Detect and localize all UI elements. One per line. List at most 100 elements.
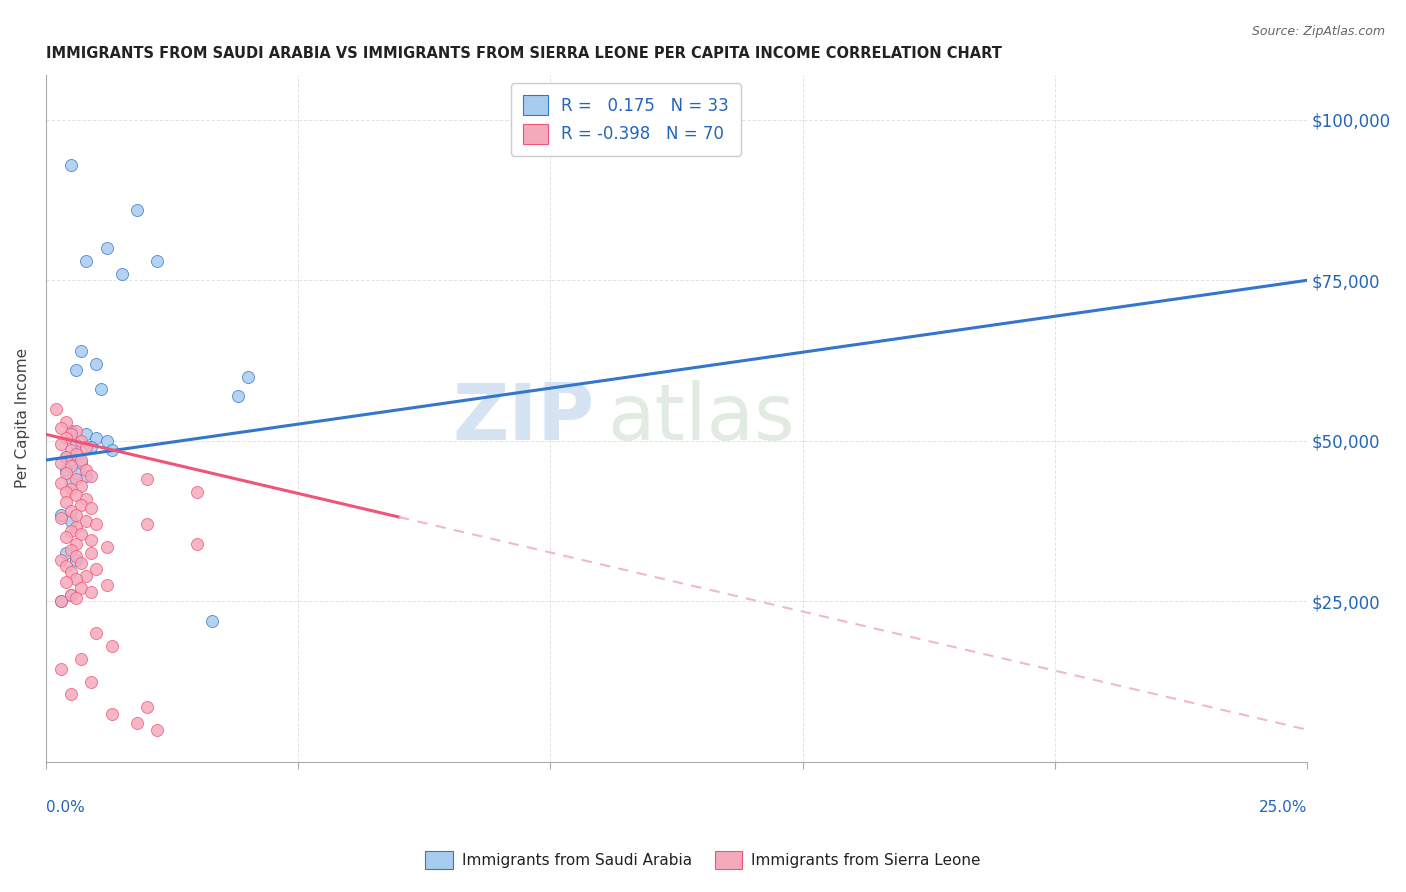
Point <box>96 241 118 255</box>
Point <box>49 475 72 490</box>
Point <box>100 443 122 458</box>
Legend: Immigrants from Saudi Arabia, Immigrants from Sierra Leone: Immigrants from Saudi Arabia, Immigrants… <box>419 845 987 875</box>
Point <box>111 267 134 281</box>
Point <box>49 594 72 608</box>
Point <box>186 485 208 500</box>
Point <box>80 546 103 560</box>
Text: 0.0%: 0.0% <box>46 799 84 814</box>
Point <box>75 568 97 582</box>
Point <box>65 466 87 480</box>
Text: ZIP: ZIP <box>453 380 595 457</box>
Point <box>75 463 97 477</box>
Point <box>135 517 157 532</box>
Point <box>49 511 72 525</box>
Point <box>60 687 83 701</box>
Y-axis label: Per Capita Income: Per Capita Income <box>15 348 30 489</box>
Point <box>49 456 72 470</box>
Point <box>125 202 148 217</box>
Point <box>201 614 224 628</box>
Point <box>60 427 83 442</box>
Point <box>86 562 108 576</box>
Point <box>75 254 97 268</box>
Point <box>75 514 97 528</box>
Point <box>49 552 72 566</box>
Point <box>65 472 87 486</box>
Point <box>55 495 77 509</box>
Point <box>55 431 77 445</box>
Point <box>65 552 87 566</box>
Point <box>60 482 83 496</box>
Point <box>65 488 87 502</box>
Point <box>75 491 97 506</box>
Point <box>60 514 83 528</box>
Point <box>55 559 77 574</box>
Point <box>70 434 93 448</box>
Point <box>65 536 87 550</box>
Point <box>55 415 77 429</box>
Point <box>65 549 87 564</box>
Point <box>226 389 249 403</box>
Point <box>60 459 83 474</box>
Point <box>65 520 87 534</box>
Point <box>55 450 77 464</box>
Point <box>60 588 83 602</box>
Point <box>49 437 72 451</box>
Point <box>55 530 77 544</box>
Point <box>55 485 77 500</box>
Point <box>70 456 93 470</box>
Point <box>186 536 208 550</box>
Point <box>80 501 103 516</box>
Point <box>70 527 93 541</box>
Point <box>60 443 83 458</box>
Legend: R =   0.175   N = 33, R = -0.398   N = 70: R = 0.175 N = 33, R = -0.398 N = 70 <box>512 83 741 155</box>
Point <box>65 363 87 377</box>
Point <box>70 582 93 596</box>
Point <box>100 639 122 653</box>
Text: 25.0%: 25.0% <box>1258 799 1308 814</box>
Point <box>65 572 87 586</box>
Point <box>70 453 93 467</box>
Point <box>49 662 72 676</box>
Point <box>60 566 83 580</box>
Point <box>60 504 83 518</box>
Point <box>60 543 83 558</box>
Point <box>45 401 67 416</box>
Point <box>60 588 83 602</box>
Point <box>96 540 118 554</box>
Point <box>135 472 157 486</box>
Point <box>75 469 97 483</box>
Point <box>70 479 93 493</box>
Point <box>75 427 97 442</box>
Point <box>86 626 108 640</box>
Point <box>80 440 103 454</box>
Text: IMMIGRANTS FROM SAUDI ARABIA VS IMMIGRANTS FROM SIERRA LEONE PER CAPITA INCOME C: IMMIGRANTS FROM SAUDI ARABIA VS IMMIGRAN… <box>46 46 1002 62</box>
Point <box>96 578 118 592</box>
Point <box>65 508 87 522</box>
Point <box>80 584 103 599</box>
Point <box>70 652 93 666</box>
Point <box>65 424 87 438</box>
Point <box>65 447 87 461</box>
Point <box>236 369 259 384</box>
Point <box>60 158 83 172</box>
Point <box>70 498 93 512</box>
Point <box>55 546 77 560</box>
Point <box>49 508 72 522</box>
Point <box>146 723 169 737</box>
Point <box>86 517 108 532</box>
Text: atlas: atlas <box>607 380 794 457</box>
Point <box>60 524 83 538</box>
Point <box>49 594 72 608</box>
Point <box>60 453 83 467</box>
Point <box>75 440 97 454</box>
Point <box>80 674 103 689</box>
Point <box>60 475 83 490</box>
Point <box>55 450 77 464</box>
Point <box>65 437 87 451</box>
Point <box>65 591 87 605</box>
Point <box>125 716 148 731</box>
Text: Source: ZipAtlas.com: Source: ZipAtlas.com <box>1251 25 1385 38</box>
Point <box>146 254 169 268</box>
Point <box>86 431 108 445</box>
Point <box>55 463 77 477</box>
